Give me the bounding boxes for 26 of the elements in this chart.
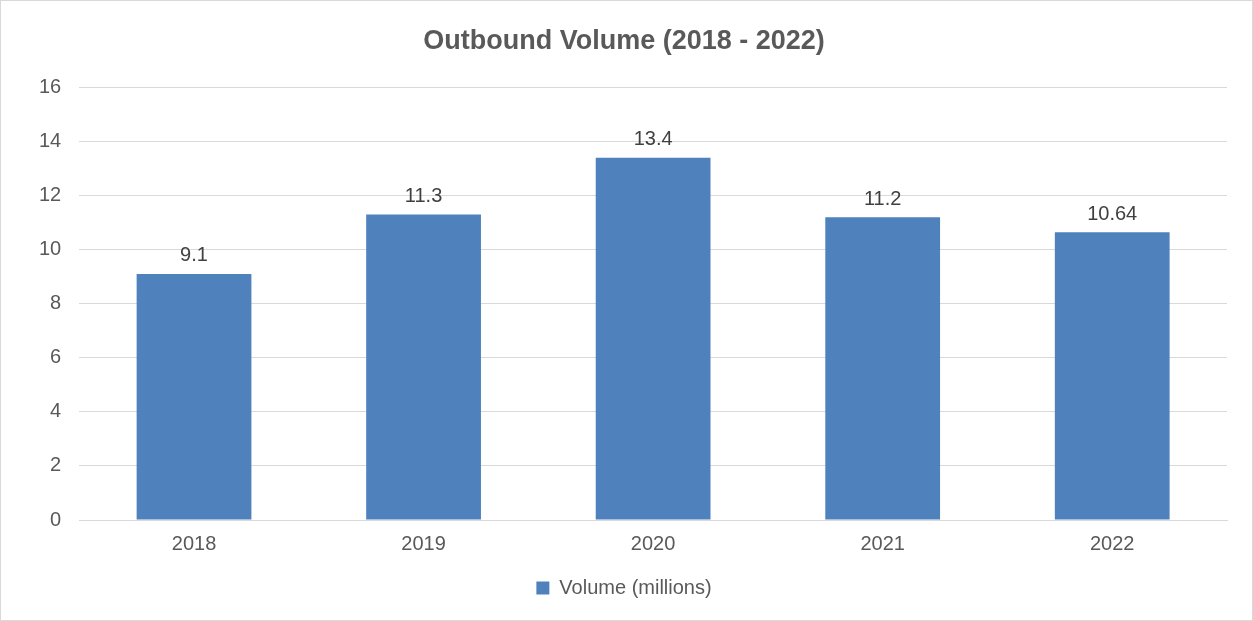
y-tick-label: 0 — [50, 507, 62, 530]
bar — [825, 217, 941, 520]
y-tick-label: 10 — [39, 237, 62, 260]
data-label: 11.3 — [404, 183, 443, 206]
data-label: 11.2 — [863, 186, 902, 209]
x-tick-label: 2022 — [1089, 531, 1135, 554]
bar — [1054, 232, 1170, 520]
chart-title: Outbound Volume (2018 - 2022) — [423, 24, 825, 55]
data-label: 9.1 — [180, 243, 208, 266]
legend-label: Volume (millions) — [559, 575, 712, 598]
y-tick-label: 4 — [50, 399, 62, 422]
y-tick-label: 6 — [50, 345, 62, 368]
x-tick-label: 2020 — [630, 531, 676, 554]
x-tick-label: 2021 — [860, 531, 905, 554]
bar — [136, 273, 252, 520]
bar — [595, 157, 711, 520]
y-tick-label: 2 — [50, 453, 62, 476]
y-tick-label: 14 — [39, 128, 62, 151]
data-label: 10.64 — [1087, 201, 1138, 224]
x-tick-label: 2019 — [401, 531, 446, 554]
data-label: 13.4 — [633, 127, 673, 150]
bar — [366, 214, 481, 520]
y-tick-label: 16 — [39, 74, 62, 97]
x-tick-label: 2018 — [171, 531, 217, 554]
y-tick-label: 8 — [50, 291, 62, 314]
y-tick-label: 12 — [39, 183, 62, 206]
